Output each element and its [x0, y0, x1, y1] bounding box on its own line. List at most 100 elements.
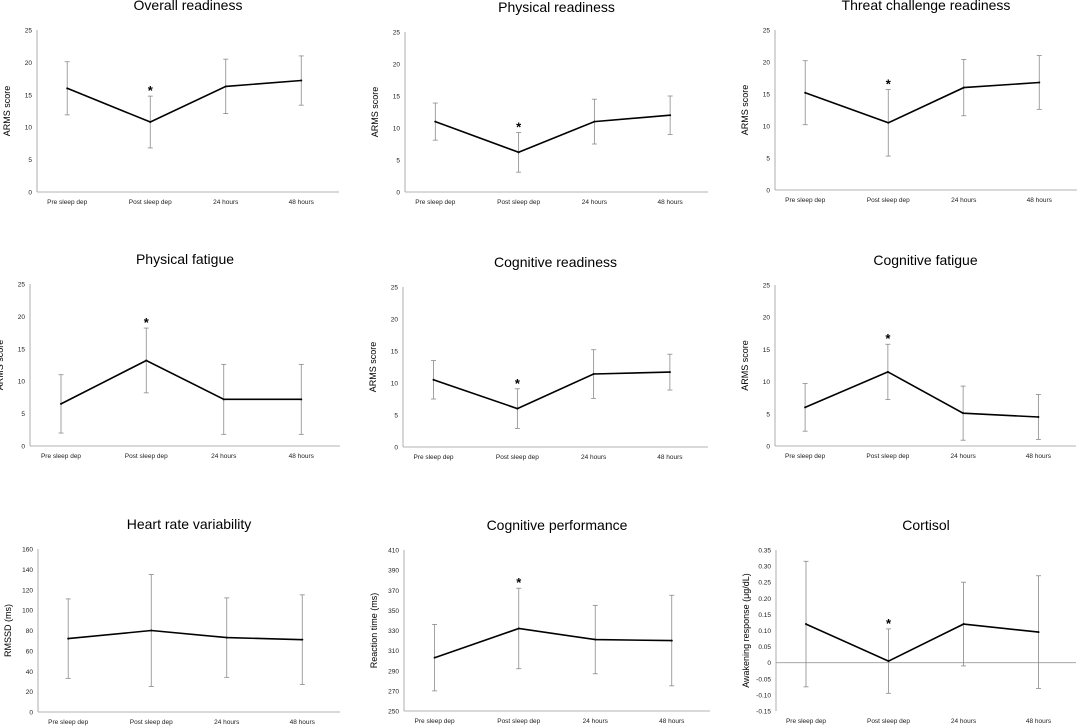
data-point: [1037, 416, 1040, 419]
series-line: [433, 371, 670, 410]
x-tick-label: Post sleep dep: [867, 718, 910, 725]
data-point: [517, 151, 520, 154]
y-tick-label: 20: [26, 689, 34, 696]
y-tick-label: 250: [388, 709, 399, 716]
y-tick-label: -0.15: [756, 709, 771, 716]
data-point: [805, 623, 807, 626]
data-point: [301, 638, 304, 641]
x-tick-label: Post sleep dep: [129, 199, 172, 206]
significance-marker: *: [886, 616, 892, 631]
data-point: [804, 406, 807, 409]
chart-panel-2: Physical readiness 0 5 10 15 20 25 ARMS score Pr…: [370, 0, 708, 206]
y-tick-label: 15: [763, 347, 771, 354]
x-tick-label: 48 hours: [657, 199, 683, 206]
y-axis-label: ARMS score: [0, 340, 5, 391]
y-tick-label: 10: [25, 125, 33, 132]
y-tick-label: 390: [388, 568, 399, 575]
x-tick-label: 24 hours: [951, 197, 977, 204]
significance-marker: *: [516, 119, 522, 134]
y-tick-label: 0: [21, 444, 25, 451]
significance-marker: *: [885, 331, 891, 346]
y-tick-label: 0: [28, 190, 32, 197]
x-tick-label: Post sleep dep: [497, 199, 540, 206]
series-line: [805, 623, 1039, 662]
y-tick-label: 60: [26, 648, 34, 655]
y-tick-label: 80: [26, 628, 34, 635]
significance-marker: *: [148, 83, 154, 98]
data-point: [592, 373, 595, 376]
y-tick-label: 20: [391, 317, 399, 324]
y-tick-label: 10: [391, 381, 399, 388]
x-tick-label: Post sleep dep: [867, 197, 910, 204]
y-tick-label: 25: [763, 28, 771, 35]
data-point: [804, 91, 807, 94]
data-point: [66, 87, 69, 90]
y-axis-label: ARMS score: [740, 85, 750, 136]
data-point: [887, 121, 890, 124]
data-point: [962, 623, 965, 626]
data-point: [669, 114, 672, 117]
series-line: [434, 627, 672, 659]
data-point: [1038, 81, 1041, 84]
x-tick-label: Post sleep dep: [866, 453, 909, 460]
series-line: [804, 81, 1040, 124]
data-point: [433, 656, 436, 659]
data-point: [517, 627, 520, 630]
y-tick-label: -0.05: [756, 676, 771, 683]
y-tick-label: 20: [763, 60, 771, 67]
chart-title: Threat challenge readiness: [842, 0, 1011, 13]
data-point: [224, 85, 227, 88]
y-tick-label: 10: [18, 379, 26, 386]
x-tick-label: Pre sleep dep: [785, 197, 825, 204]
y-axis-label: Awakening response (μg/dL): [741, 573, 751, 688]
y-tick-label: 0: [396, 190, 400, 197]
x-tick-label: 48 hours: [289, 453, 315, 460]
y-axis-label: ARMS score: [368, 342, 378, 393]
data-point: [594, 638, 597, 641]
y-tick-label: 15: [25, 92, 33, 99]
y-tick-label: 40: [26, 669, 34, 676]
significance-marker: *: [515, 376, 521, 391]
y-tick-label: 410: [388, 548, 399, 555]
chart-title: Physical readiness: [498, 0, 615, 15]
chart-panel-7: Heart rate variability 0 20 40 60 80 100 120 140…: [3, 516, 340, 726]
x-tick-label: 24 hours: [581, 454, 607, 461]
chart-title: Cortisol: [902, 517, 949, 533]
y-tick-label: 25: [393, 30, 401, 37]
x-tick-label: 24 hours: [214, 719, 240, 726]
x-tick-label: 48 hours: [1026, 718, 1052, 725]
y-tick-label: 25: [763, 283, 771, 290]
x-tick-label: 48 hours: [1026, 453, 1052, 460]
x-tick-label: 48 hours: [657, 454, 683, 461]
x-tick-label: Post sleep dep: [130, 719, 173, 726]
y-tick-label: 25: [25, 28, 33, 35]
x-tick-label: Post sleep dep: [125, 453, 168, 460]
y-tick-label: 5: [28, 157, 32, 164]
x-tick-label: 24 hours: [582, 199, 608, 206]
x-tick-label: Pre sleep dep: [47, 199, 87, 206]
data-point: [434, 120, 437, 123]
series-line: [60, 359, 302, 405]
x-tick-label: Pre sleep dep: [785, 453, 825, 460]
chart-panel-3: Threat challenge readiness 0 5 10 15 20 25 ARMS…: [740, 0, 1077, 204]
y-tick-label: 20: [393, 62, 401, 69]
y-tick-label: 15: [393, 94, 401, 101]
data-point: [962, 412, 965, 415]
data-point: [150, 629, 153, 632]
data-point: [222, 398, 225, 401]
y-tick-label: 0: [766, 188, 770, 195]
y-tick-label: 15: [18, 346, 26, 353]
chart-panel-1: Overall readiness 0 5 10 15 20 25 ARMS score Pre…: [2, 0, 339, 206]
x-tick-label: 24 hours: [951, 718, 977, 725]
series-line: [804, 371, 1039, 418]
chart-title: Physical fatigue: [136, 251, 234, 267]
chart-title: Overall readiness: [134, 0, 243, 13]
x-tick-label: Pre sleep dep: [415, 199, 455, 206]
y-axis-label: RMSSD (ms): [3, 604, 13, 657]
y-tick-label: 290: [388, 668, 399, 675]
y-axis-label: Reaction time (ms): [369, 593, 379, 669]
chart-panel-5: Cognitive readiness 0 5 10 15 20 25 ARMS score P…: [368, 254, 708, 461]
y-tick-label: 10: [763, 124, 771, 131]
data-point: [668, 371, 671, 374]
